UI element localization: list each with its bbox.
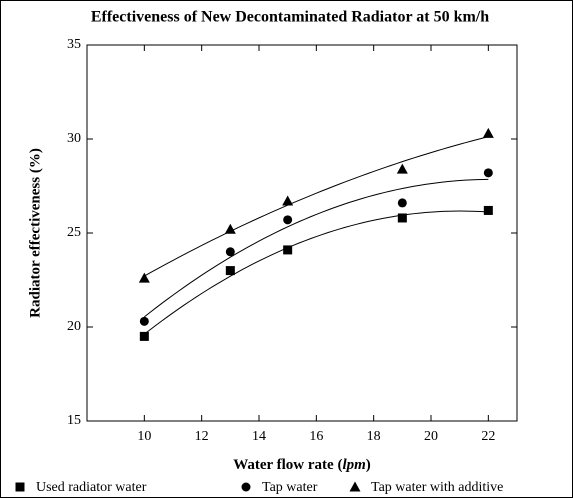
x-tick-label: 10 xyxy=(137,429,151,444)
legend-marker xyxy=(15,482,25,492)
legend-label: Tap water xyxy=(262,480,318,495)
x-tick-label: 20 xyxy=(424,429,438,444)
fit-curve xyxy=(144,178,489,318)
y-tick-label: 35 xyxy=(67,37,81,52)
x-tick-label: 16 xyxy=(309,429,323,444)
x-tick-label: 18 xyxy=(367,429,381,444)
data-point xyxy=(396,163,408,174)
fit-curve xyxy=(144,210,489,335)
x-axis-label: Water flow rate (lpm) xyxy=(233,457,371,473)
y-axis-label: Radiator effectiveness (%) xyxy=(27,148,43,318)
y-tick-label: 30 xyxy=(67,131,81,146)
chart-title: Effectiveness of New Decontaminated Radi… xyxy=(91,9,489,26)
x-axis-label-part: lpm xyxy=(342,457,365,473)
legend-label: Tap water with additive xyxy=(371,480,503,495)
data-point xyxy=(397,213,407,223)
legend-marker xyxy=(349,481,361,492)
data-point xyxy=(139,331,149,341)
data-point xyxy=(282,195,294,206)
fit-curve xyxy=(144,136,489,277)
x-axis-label-part: ) xyxy=(366,457,371,473)
data-point xyxy=(225,266,235,276)
data-point xyxy=(397,198,407,208)
y-tick-label: 15 xyxy=(67,413,81,428)
data-point xyxy=(224,223,236,234)
x-tick-label: 12 xyxy=(195,429,209,444)
data-point xyxy=(225,247,235,257)
x-tick-label: 22 xyxy=(481,429,495,444)
data-point xyxy=(138,272,150,283)
x-tick-label: 14 xyxy=(252,429,266,444)
legend-label: Used radiator water xyxy=(36,480,147,495)
data-point xyxy=(483,205,493,215)
y-tick-label: 25 xyxy=(67,225,81,240)
data-point xyxy=(283,245,293,255)
data-point xyxy=(283,215,293,225)
x-axis-label-part: Water flow rate ( xyxy=(233,457,342,473)
data-point xyxy=(483,168,493,178)
legend-marker xyxy=(241,482,251,492)
plot-frame xyxy=(86,44,518,422)
data-point xyxy=(139,316,149,326)
data-point xyxy=(482,127,494,138)
y-tick-label: 20 xyxy=(67,319,81,334)
